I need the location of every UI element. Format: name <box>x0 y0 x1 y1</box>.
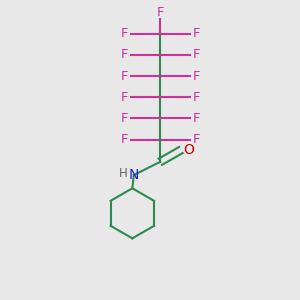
Text: O: O <box>183 143 194 157</box>
Text: F: F <box>193 91 200 104</box>
Text: F: F <box>121 27 128 40</box>
Text: F: F <box>121 70 128 83</box>
Text: F: F <box>193 133 200 146</box>
Text: F: F <box>121 133 128 146</box>
Text: F: F <box>193 70 200 83</box>
Text: N: N <box>129 168 139 182</box>
Text: F: F <box>121 48 128 62</box>
Text: F: F <box>121 112 128 125</box>
Text: F: F <box>121 91 128 104</box>
Text: F: F <box>193 112 200 125</box>
Text: F: F <box>193 48 200 62</box>
Text: H: H <box>119 167 128 180</box>
Text: F: F <box>157 6 164 19</box>
Text: F: F <box>193 27 200 40</box>
